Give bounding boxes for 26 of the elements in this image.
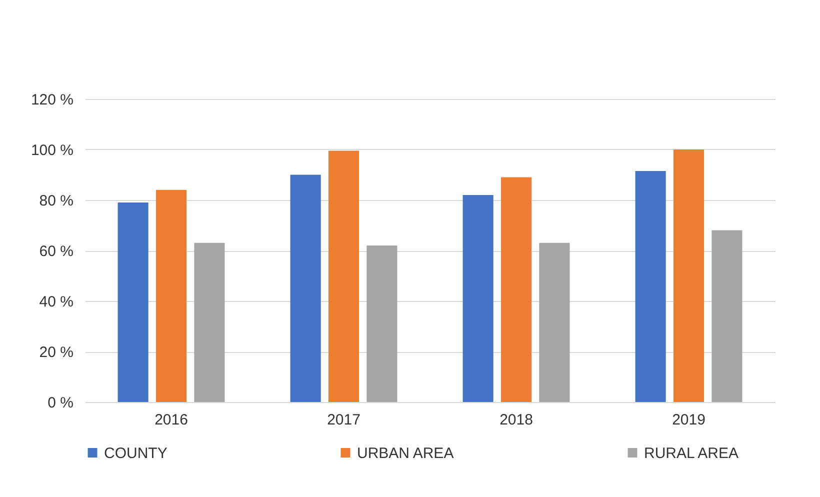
x-tick-label: 2016 — [154, 412, 188, 428]
y-tick-label: 60 % — [39, 243, 74, 260]
bar — [712, 230, 742, 402]
bar — [156, 190, 187, 402]
y-tick-label: 120 % — [30, 92, 74, 108]
bar — [673, 150, 704, 402]
bar — [290, 174, 321, 402]
y-tick-label: 80 % — [39, 192, 74, 210]
legend-label: RURAL AREA — [644, 444, 738, 462]
y-tick-label: 40 % — [39, 294, 74, 310]
y-tick-label: 20 % — [39, 344, 74, 361]
x-tick-label: 2019 — [672, 412, 706, 428]
legend-label: COUNTY — [104, 444, 168, 462]
y-tick-label: 0 % — [48, 394, 74, 412]
bar — [635, 170, 666, 402]
bar — [500, 177, 532, 402]
bar — [328, 150, 360, 402]
bar — [539, 242, 570, 402]
legend-label: URBAN AREA — [357, 444, 454, 462]
bar — [462, 194, 494, 402]
x-tick-label: 2017 — [327, 412, 360, 428]
y-tick-label: 100 % — [30, 142, 74, 159]
bar — [366, 245, 398, 402]
x-tick-label: 2018 — [500, 412, 533, 428]
bar — [194, 242, 225, 402]
bar — [118, 202, 148, 402]
